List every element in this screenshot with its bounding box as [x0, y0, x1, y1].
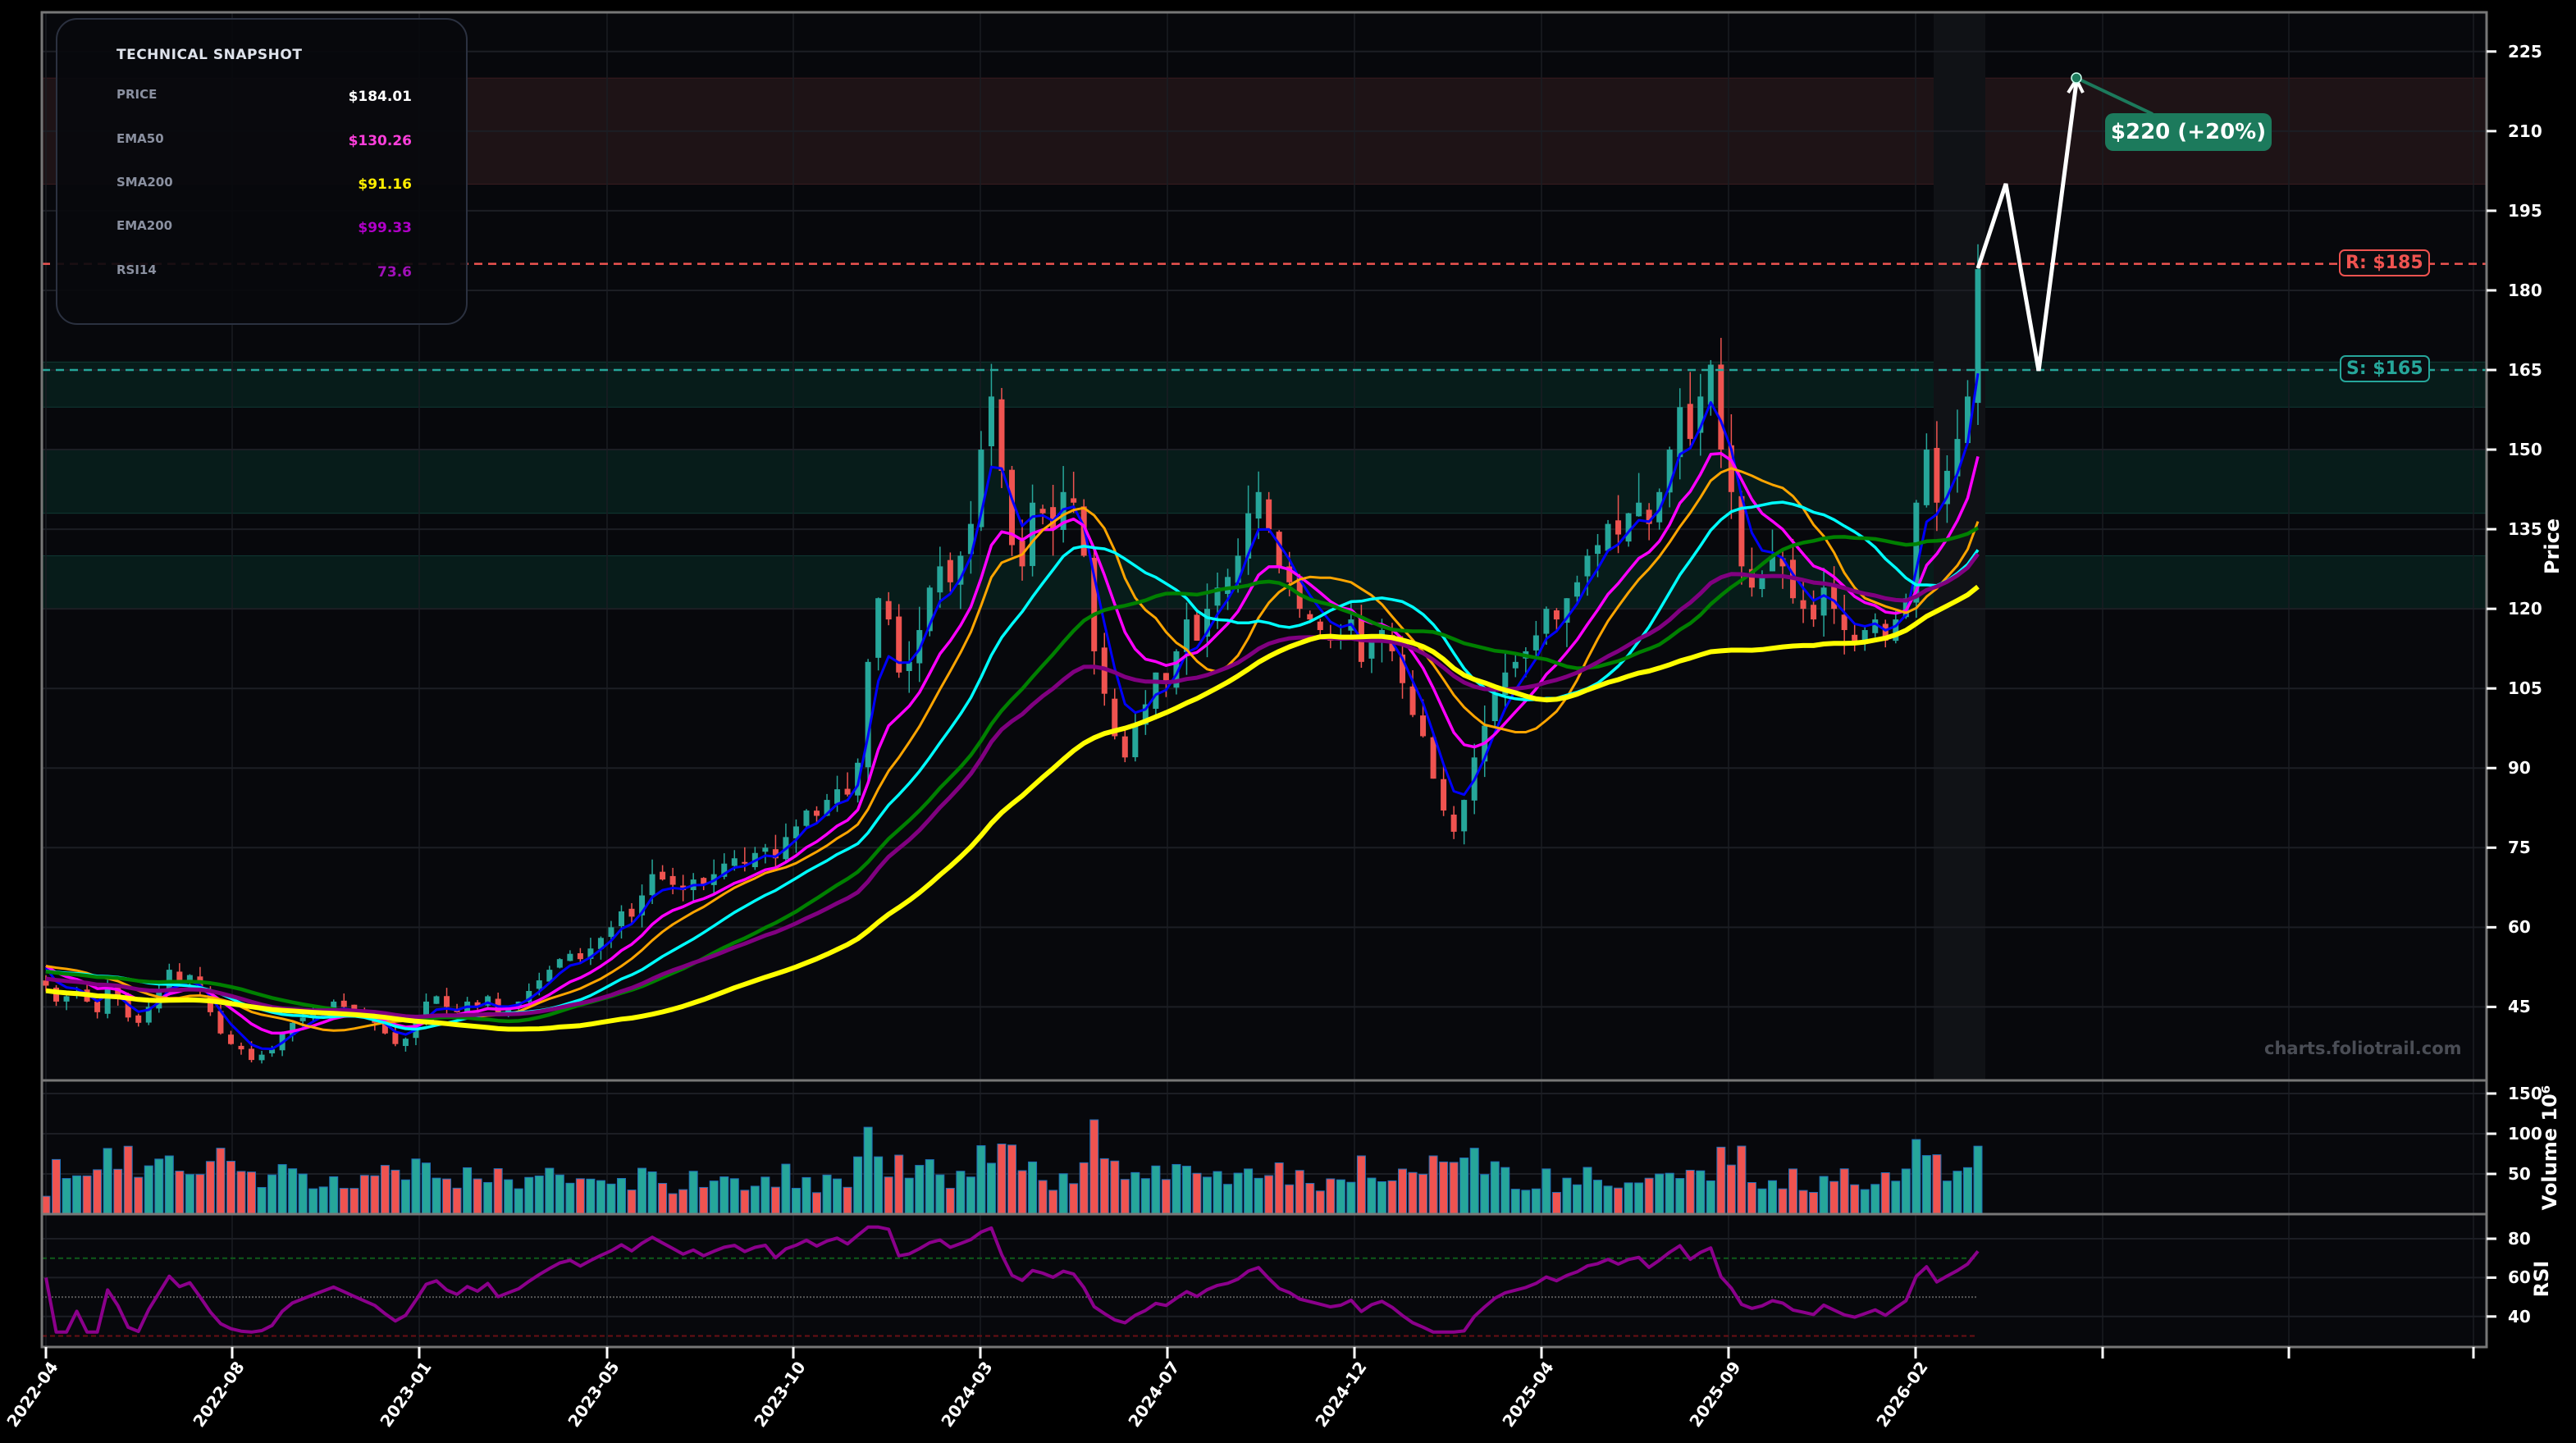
axis-tick-label: 135 [2508, 519, 2542, 540]
axis-tick-label: 80 [2508, 1229, 2531, 1249]
snapshot-label: RSI14 [116, 263, 157, 277]
axis-tick-label: 60 [2508, 1267, 2531, 1288]
projection-target-label: $220 (+20%) [2105, 113, 2272, 151]
snapshot-value: $184.01 [348, 89, 412, 105]
axis-tick-label: 40 [2508, 1306, 2531, 1327]
snapshot-label: EMA50 [116, 131, 164, 146]
snapshot-row-ema200: EMA200 $99.33 [116, 218, 412, 238]
axis-tick-label: 90 [2508, 758, 2531, 779]
axis-tick-label: 180 [2508, 280, 2542, 300]
axis-tick-label: 165 [2508, 360, 2542, 380]
snapshot-row-price: PRICE $184.01 [116, 87, 412, 107]
snapshot-title: TECHNICAL SNAPSHOT [116, 47, 303, 63]
snapshot-row-ema50: EMA50 $130.26 [116, 131, 412, 151]
snapshot-label: SMA200 [116, 175, 173, 190]
snapshot-row-sma200: SMA200 $91.16 [116, 175, 412, 194]
resistance-level-label: R: $185 [2339, 249, 2430, 276]
price-axis-title: Price [2541, 518, 2564, 575]
axis-tick-label: 150 [2508, 440, 2542, 460]
axis-tick-label: 105 [2508, 678, 2542, 699]
axis-tick-label: 45 [2508, 997, 2531, 1017]
snapshot-row-rsi14: RSI14 73.6 [116, 263, 412, 282]
axis-tick-label: 75 [2508, 838, 2531, 858]
axis-tick-label: 150 [2508, 1084, 2542, 1103]
axis-tick-label: 120 [2508, 599, 2542, 619]
axis-tick-label: 60 [2508, 917, 2531, 938]
watermark: charts.foliotrail.com [2264, 1039, 2462, 1058]
axis-tick-label: 50 [2508, 1164, 2531, 1184]
technical-snapshot-panel: TECHNICAL SNAPSHOT PRICE $184.01 EMA50 $… [56, 18, 468, 325]
axis-tick-label: 225 [2508, 41, 2542, 62]
snapshot-label: EMA200 [116, 218, 173, 233]
support-level-label: S: $165 [2340, 355, 2430, 382]
axis-tick-label: 100 [2508, 1124, 2542, 1144]
axis-tick-label: 195 [2508, 200, 2542, 221]
axis-tick-label: 210 [2508, 121, 2542, 141]
rsi-axis-title: RSI [2530, 1260, 2553, 1298]
snapshot-value: $99.33 [358, 220, 412, 236]
snapshot-value: 73.6 [377, 264, 412, 281]
snapshot-value: $91.16 [358, 176, 412, 193]
volume-bars [41, 1119, 1983, 1215]
volume-axis-title: Volume 10⁶ [2538, 1085, 2561, 1211]
snapshot-value: $130.26 [348, 133, 412, 149]
snapshot-label: PRICE [116, 87, 158, 102]
